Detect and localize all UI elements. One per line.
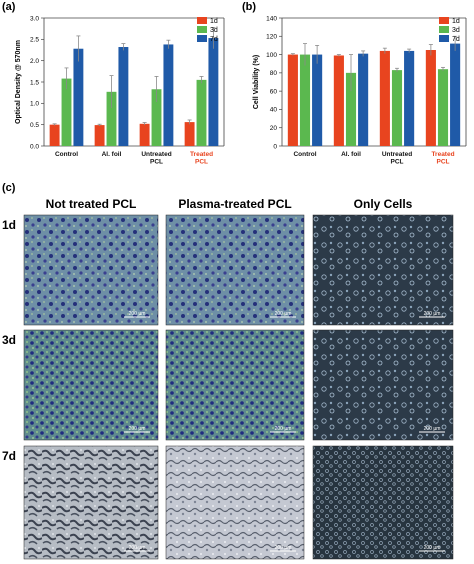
column-header: Only Cells [354, 197, 413, 211]
y-tick-label: 40 [270, 107, 278, 114]
y-tick-label: 80 [270, 70, 278, 77]
category-label: Al. foil [341, 151, 361, 158]
legend-swatch [197, 17, 207, 24]
y-tick-label: 140 [266, 15, 277, 22]
micrograph-image [23, 214, 159, 326]
chart-b: (b) 0 20 40 60 80 100 120 140 Cell Viability (%)… [242, 1, 467, 166]
y-tick-label: 2.5 [30, 37, 39, 44]
y-tick-label: 120 [266, 34, 277, 41]
bar [287, 54, 298, 147]
bar [333, 55, 344, 146]
legend-label: 7d [452, 36, 460, 43]
scale-bar-label: 200 µm [129, 311, 146, 317]
y-tick-label: 100 [266, 52, 277, 59]
scale-bar-label: 200 µm [275, 426, 292, 432]
column-header: Not treated PCL [46, 197, 137, 211]
legend-label: 7d [210, 36, 218, 43]
micrograph-image [312, 445, 454, 560]
scale-bar-label: 200 µm [129, 426, 146, 432]
bar [345, 72, 357, 146]
y-tick-label: 20 [270, 125, 278, 132]
y-tick-label: 0.5 [30, 122, 39, 129]
y-tick-label: 2.0 [30, 58, 39, 65]
chart-a: (a) 0.0 0.5 1.0 1.5 2.0 2.5 3.0 Optical Density… [2, 1, 225, 166]
legend-swatch [197, 26, 207, 33]
bar [184, 122, 195, 146]
y-tick-label: 0.0 [30, 143, 39, 150]
y-tick-label: 0 [273, 143, 277, 150]
bar [299, 54, 311, 147]
legend-swatch [439, 17, 449, 24]
y-axis-label: Optical Density @ 570nm [15, 40, 22, 124]
row-label: 7d [2, 449, 16, 463]
scale-bar-label: 200 µm [424, 426, 441, 432]
bar [118, 47, 129, 146]
legend-swatch [439, 35, 449, 42]
legend-label: 3d [452, 27, 460, 34]
bar [151, 89, 162, 146]
bar [358, 53, 369, 146]
legend-label: 1d [210, 18, 218, 25]
scale-bar-label: 200 µm [275, 311, 292, 317]
category-label: Treated PCL [190, 151, 213, 166]
y-tick-label: 3.0 [30, 15, 39, 22]
bar [379, 50, 390, 146]
panel-label-a: (a) [2, 1, 16, 13]
column-header: Plasma-treated PCL [178, 197, 291, 211]
bar [404, 50, 415, 146]
micrograph-image [165, 445, 305, 560]
micrograph-grid: (c) Not treated PCL Plasma-treated PCL Onl… [2, 182, 454, 560]
micrograph-image [23, 329, 159, 441]
bar [73, 48, 84, 146]
row-label: 3d [2, 333, 16, 347]
bar [196, 79, 207, 146]
bar [450, 43, 461, 146]
bar [437, 69, 449, 146]
micrograph-image [23, 445, 159, 560]
micrograph-image [165, 214, 305, 326]
scale-bar-label: 200 µm [129, 545, 146, 551]
category-label: Untreated PCL [141, 151, 171, 166]
category-label: Control [55, 151, 78, 158]
scale-bar-label: 200 µm [424, 311, 441, 317]
bar [106, 91, 117, 146]
row-label: 1d [2, 218, 16, 232]
bar [312, 54, 323, 147]
legend-label: 3d [210, 27, 218, 34]
category-label: Control [293, 151, 316, 158]
panel-label-c: (c) [2, 182, 16, 194]
bar [61, 78, 72, 146]
micrograph-image [312, 329, 454, 441]
y-tick-label: 1.5 [30, 79, 39, 86]
bar [139, 123, 150, 146]
scale-bar-label: 200 µm [424, 545, 441, 551]
scale-bar-label: 200 µm [275, 545, 292, 551]
category-label: Al. foil [102, 151, 122, 158]
category-label: Untreated PCL [382, 151, 412, 166]
micrograph-image [312, 214, 454, 326]
micrograph-image [165, 329, 305, 441]
bar [94, 125, 105, 146]
legend-swatch [439, 26, 449, 33]
bar [49, 124, 60, 146]
category-label: Treated PCL [431, 151, 454, 166]
y-tick-label: 60 [270, 88, 278, 95]
bar [425, 50, 436, 146]
panel-label-b: (b) [242, 1, 256, 13]
bar [208, 38, 219, 147]
bar [391, 70, 403, 146]
y-axis-label: Cell Viability (%) [253, 55, 260, 109]
y-tick-label: 1.0 [30, 101, 39, 108]
legend-swatch [197, 35, 207, 42]
bar [163, 44, 174, 146]
legend-label: 1d [452, 18, 460, 25]
